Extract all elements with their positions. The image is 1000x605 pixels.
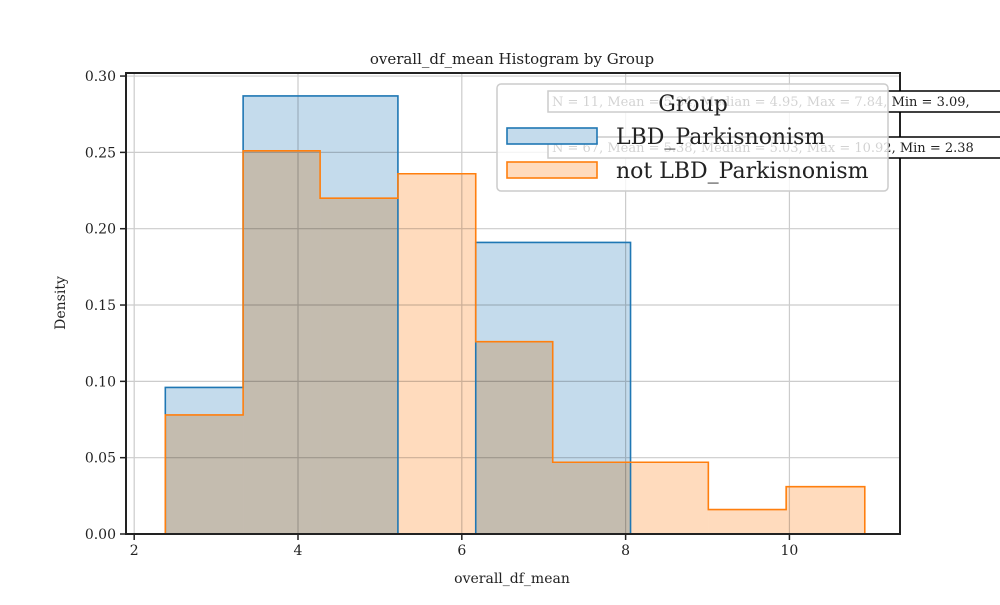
y-tick-label: 0.00: [85, 527, 116, 543]
histogram-bar: [708, 509, 787, 534]
histogram-bar: [630, 462, 709, 534]
histogram-bar: [475, 341, 553, 534]
x-tick-label: 8: [621, 543, 630, 559]
y-tick-label: 0.05: [85, 451, 116, 467]
x-tick-label: 10: [781, 543, 799, 559]
legend-label: LBD_Parkisnonism: [616, 125, 825, 150]
x-tick-label: 2: [130, 543, 139, 559]
legend-swatch: [506, 161, 598, 179]
x-tick-label: 4: [294, 543, 303, 559]
histogram-bar: [165, 414, 244, 534]
legend-swatch: [506, 127, 598, 145]
histogram-bar: [320, 198, 398, 534]
y-tick-label: 0.10: [85, 374, 116, 390]
x-axis-label: overall_df_mean: [454, 571, 570, 587]
y-axis-label: Density: [53, 276, 69, 330]
axes: 2 4 6 8 10 0.00 0.05 0.10 0.15 0.20 0.25 0.30: [85, 69, 901, 559]
y-tick-label: 0.25: [85, 145, 116, 161]
y-tick-label: 0.30: [85, 69, 116, 85]
legend-label: not LBD_Parkisnonism: [616, 159, 869, 184]
x-tick-label: 6: [457, 543, 466, 559]
legend-title: Group: [658, 92, 728, 117]
y-tick-label: 0.20: [85, 222, 116, 238]
histogram-bar: [552, 462, 631, 534]
chart-title: overall_df_mean Histogram by Group: [370, 50, 654, 68]
histogram-bar: [243, 150, 321, 534]
y-tick-label: 0.15: [85, 298, 116, 314]
histogram-bars: [164, 95, 866, 535]
histogram-bar: [786, 486, 865, 534]
histogram-outline: [164, 150, 866, 534]
plot-frame: [125, 72, 901, 535]
histogram-bar: [397, 173, 476, 534]
